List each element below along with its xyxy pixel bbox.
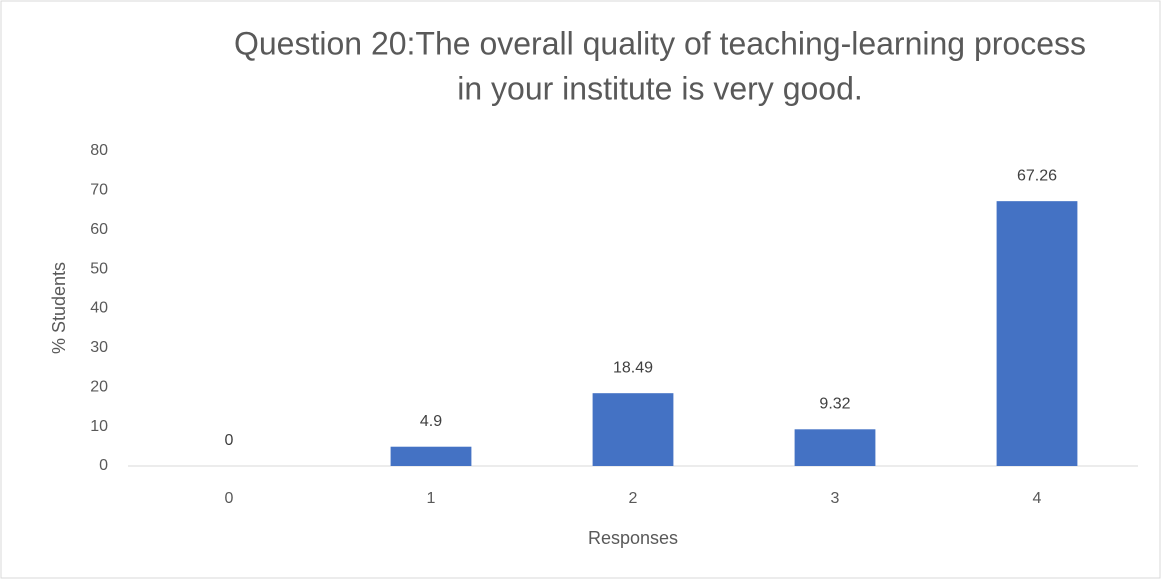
data-label: 4.9 bbox=[420, 413, 442, 430]
data-label: 18.49 bbox=[613, 359, 653, 376]
x-tick-label: 3 bbox=[831, 490, 840, 507]
y-tick-label: 80 bbox=[90, 142, 108, 159]
y-tick-label: 0 bbox=[99, 457, 108, 474]
y-tick-label: 50 bbox=[90, 260, 108, 277]
x-tick-label: 0 bbox=[225, 490, 234, 507]
y-tick-label: 70 bbox=[90, 182, 108, 199]
y-tick-label: 20 bbox=[90, 378, 108, 395]
x-tick-label: 4 bbox=[1033, 490, 1042, 507]
bar bbox=[794, 429, 876, 466]
data-label: 67.26 bbox=[1017, 167, 1057, 184]
chart-title: in your institute is very good. bbox=[457, 70, 863, 106]
y-tick-label: 30 bbox=[90, 339, 108, 356]
chart-title: Question 20:The overall quality of teach… bbox=[234, 25, 1086, 61]
bar bbox=[592, 393, 674, 466]
x-tick-label: 1 bbox=[427, 490, 436, 507]
y-axis-label: % Students bbox=[49, 262, 69, 354]
bar bbox=[996, 201, 1078, 466]
data-label: 9.32 bbox=[819, 396, 850, 413]
x-tick-label: 2 bbox=[629, 490, 638, 507]
y-tick-label: 10 bbox=[90, 418, 108, 435]
y-tick-label: 60 bbox=[90, 221, 108, 238]
y-tick-label: 40 bbox=[90, 300, 108, 317]
bar bbox=[390, 446, 472, 466]
data-label: 0 bbox=[225, 432, 234, 449]
x-axis-label: Responses bbox=[588, 528, 678, 548]
